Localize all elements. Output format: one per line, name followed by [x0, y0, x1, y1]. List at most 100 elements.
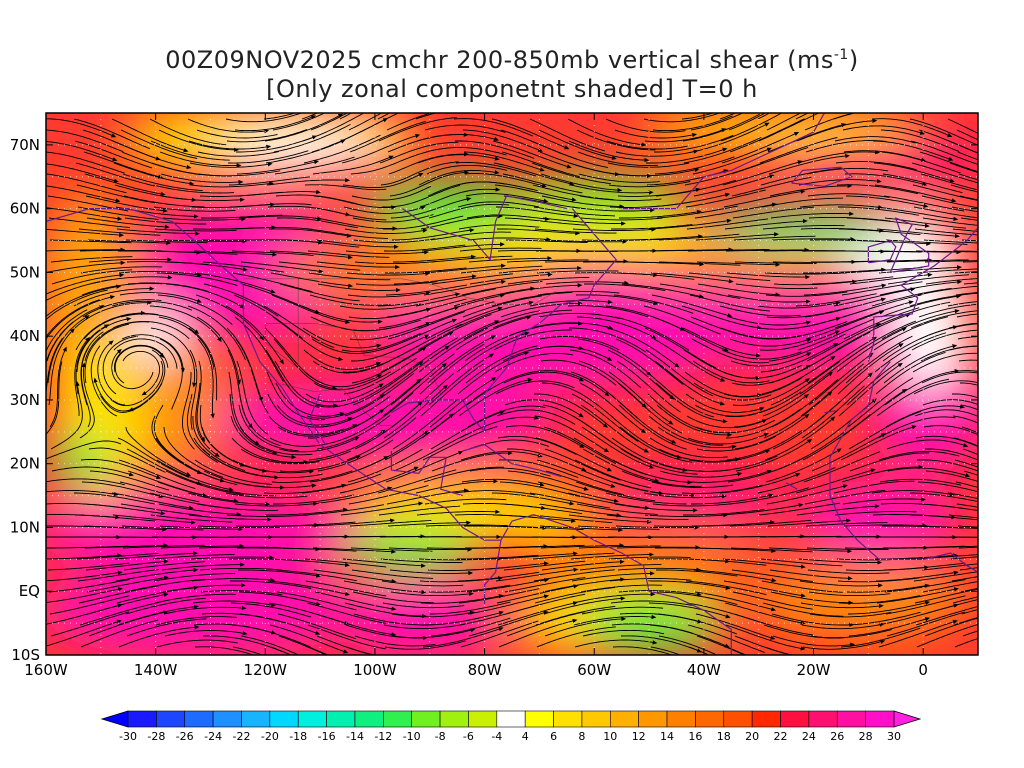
streamline	[390, 197, 472, 219]
streamline	[187, 305, 246, 361]
streamline	[113, 338, 178, 369]
streamline	[83, 151, 164, 179]
streamline	[694, 591, 777, 612]
streamline	[799, 204, 884, 210]
streamline	[154, 228, 237, 232]
colorbar-swatch	[439, 710, 469, 728]
streamline	[48, 579, 130, 593]
streamline	[796, 118, 878, 142]
y-tick-label: 70N	[10, 136, 40, 154]
border	[243, 278, 557, 305]
streamline	[117, 604, 199, 626]
streamline	[345, 250, 430, 255]
streamline	[878, 619, 958, 648]
streamline	[46, 587, 123, 603]
streamline	[278, 436, 360, 453]
streamline	[389, 569, 474, 576]
streamline	[159, 338, 183, 410]
streamline	[837, 577, 920, 583]
streamline	[842, 497, 926, 505]
streamline	[494, 551, 579, 560]
streamline	[843, 523, 928, 528]
streamline	[652, 502, 735, 507]
streamline	[963, 470, 978, 476]
streamline	[237, 382, 281, 447]
streamline	[875, 570, 959, 582]
streamline	[193, 250, 278, 257]
streamline	[196, 360, 206, 443]
streamline	[734, 261, 817, 264]
streamline	[467, 594, 550, 615]
streamline	[466, 370, 541, 406]
streamline	[807, 336, 878, 384]
streamline	[49, 239, 132, 244]
streamline	[803, 451, 880, 483]
streamline	[572, 227, 657, 232]
streamline	[304, 371, 383, 388]
streamline	[657, 613, 737, 635]
streamline	[729, 118, 805, 153]
streamline	[352, 361, 424, 406]
x-tick-label: 0	[918, 661, 928, 679]
streamline	[838, 595, 921, 604]
streamline	[719, 305, 801, 317]
streamline	[879, 478, 962, 486]
streamline	[532, 370, 610, 397]
streamline	[349, 120, 426, 153]
streamline	[921, 371, 978, 384]
streamline	[734, 413, 810, 450]
streamline	[766, 484, 848, 505]
streamline	[75, 310, 146, 351]
title-line-1: 00Z09NOV2025 cmchr 200-850mb vertical sh…	[0, 46, 1024, 74]
colorbar-label: -24	[204, 730, 222, 743]
coastline	[791, 166, 854, 187]
streamline	[729, 338, 812, 347]
streamline	[277, 613, 356, 640]
streamline	[682, 113, 760, 142]
streamline	[156, 272, 238, 286]
streamline	[377, 292, 461, 307]
streamline	[344, 372, 415, 417]
streamline	[697, 455, 778, 472]
streamline	[192, 600, 276, 608]
streamline	[422, 610, 504, 626]
streamline	[346, 417, 417, 461]
streamline	[341, 333, 421, 352]
streamline	[659, 470, 743, 478]
streamline	[275, 569, 357, 582]
streamline	[797, 318, 874, 351]
streamline	[236, 159, 320, 175]
streamline	[949, 162, 978, 173]
colorbar-swatch	[808, 710, 838, 728]
streamline	[764, 646, 795, 655]
streamline	[911, 329, 978, 351]
streamline	[529, 492, 611, 509]
streamline	[160, 543, 245, 549]
streamline	[302, 504, 384, 516]
streamline	[47, 562, 130, 571]
streamline	[84, 321, 150, 362]
streamline	[275, 547, 357, 552]
streamline	[605, 492, 687, 505]
streamline	[165, 283, 245, 309]
streamline	[693, 382, 772, 401]
streamline	[314, 217, 398, 231]
streamline	[650, 272, 734, 284]
streamline	[732, 591, 813, 610]
streamline	[392, 628, 476, 639]
streamline	[386, 488, 470, 505]
streamline	[119, 292, 202, 303]
streamline	[841, 464, 924, 483]
streamline	[93, 377, 155, 412]
colorbar-swatch	[468, 710, 498, 728]
streamline	[303, 134, 381, 164]
streamline	[272, 316, 344, 362]
streamline	[948, 140, 978, 154]
streamline	[76, 317, 132, 373]
streamline	[420, 594, 504, 604]
streamline	[80, 347, 91, 428]
title-text: 00Z09NOV2025 cmchr 200-850mb vertical sh…	[165, 46, 834, 74]
streamline	[840, 425, 917, 461]
streamline	[916, 623, 978, 648]
